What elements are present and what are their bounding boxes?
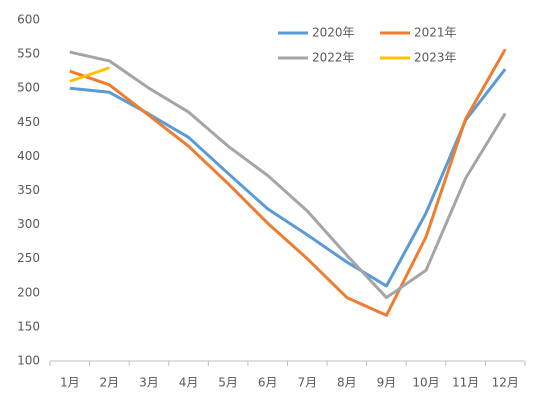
y-tick-label: 400 bbox=[17, 149, 40, 163]
series-line bbox=[69, 50, 507, 300]
x-tick-label: 6月 bbox=[258, 376, 278, 390]
y-tick-label: 350 bbox=[17, 183, 40, 197]
legend-label: 2021年 bbox=[414, 26, 457, 40]
x-tick-label: 4月 bbox=[179, 376, 199, 390]
x-tick-label: 3月 bbox=[139, 376, 159, 390]
x-tick-label: 7月 bbox=[297, 376, 317, 390]
y-tick-label: 450 bbox=[17, 115, 40, 129]
x-tick-label: 12月 bbox=[492, 376, 519, 390]
legend-label: 2022年 bbox=[312, 51, 355, 65]
series-line bbox=[69, 48, 507, 317]
x-tick-label: 10月 bbox=[412, 376, 439, 390]
series-line bbox=[69, 68, 507, 288]
x-tick-label: 5月 bbox=[218, 376, 238, 390]
legend-label: 2020年 bbox=[312, 26, 355, 40]
y-tick-label: 250 bbox=[17, 251, 40, 265]
x-tick-label: 2月 bbox=[100, 376, 120, 390]
x-tick-label: 8月 bbox=[337, 376, 357, 390]
x-tick-label: 1月 bbox=[60, 376, 80, 390]
y-tick-label: 600 bbox=[17, 13, 40, 27]
legend-label: 2023年 bbox=[414, 51, 457, 65]
series-line bbox=[69, 66, 110, 83]
x-tick-label: 9月 bbox=[377, 376, 397, 390]
y-tick-label: 300 bbox=[17, 217, 40, 231]
x-tick-label: 11月 bbox=[452, 376, 479, 390]
y-tick-label: 150 bbox=[17, 319, 40, 333]
y-tick-label: 550 bbox=[17, 47, 40, 61]
y-tick-label: 500 bbox=[17, 81, 40, 95]
y-tick-label: 200 bbox=[17, 285, 40, 299]
y-tick-label: 100 bbox=[17, 354, 40, 368]
